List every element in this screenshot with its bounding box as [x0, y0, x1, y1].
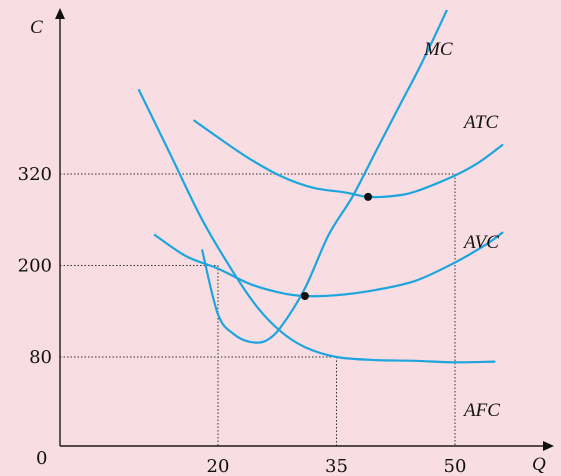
y-axis-label: C	[30, 17, 43, 38]
origin-label: 0	[36, 448, 47, 469]
curve-labels: MC ATC AVC AFC	[423, 39, 500, 421]
x-axis-arrow	[543, 441, 554, 451]
x-tick-35: 35	[325, 456, 348, 476]
reference-lines	[60, 173, 456, 446]
y-axis-arrow	[55, 8, 65, 19]
x-tick-50: 50	[444, 456, 467, 476]
intersection-point-2	[364, 192, 373, 201]
afc-label: AFC	[462, 400, 500, 421]
cost-curves	[137, 10, 504, 364]
marked-points	[300, 192, 373, 300]
avc-curve	[153, 231, 504, 298]
mc-label: MC	[423, 39, 453, 60]
intersection-point-1	[300, 292, 309, 300]
y-tick-80: 80	[29, 347, 52, 368]
atc-curve	[193, 119, 504, 199]
axes	[55, 8, 554, 451]
atc-label: ATC	[462, 112, 498, 133]
x-axis-label: Q	[532, 454, 546, 475]
mc-curve	[201, 10, 449, 344]
y-tick-200: 200	[18, 256, 52, 277]
tick-labels: 80 200 320 20 35 50	[18, 164, 467, 476]
afc-curve	[137, 89, 496, 364]
avc-label: AVC	[462, 232, 499, 253]
y-tick-320: 320	[18, 164, 52, 185]
x-tick-20: 20	[207, 456, 230, 476]
